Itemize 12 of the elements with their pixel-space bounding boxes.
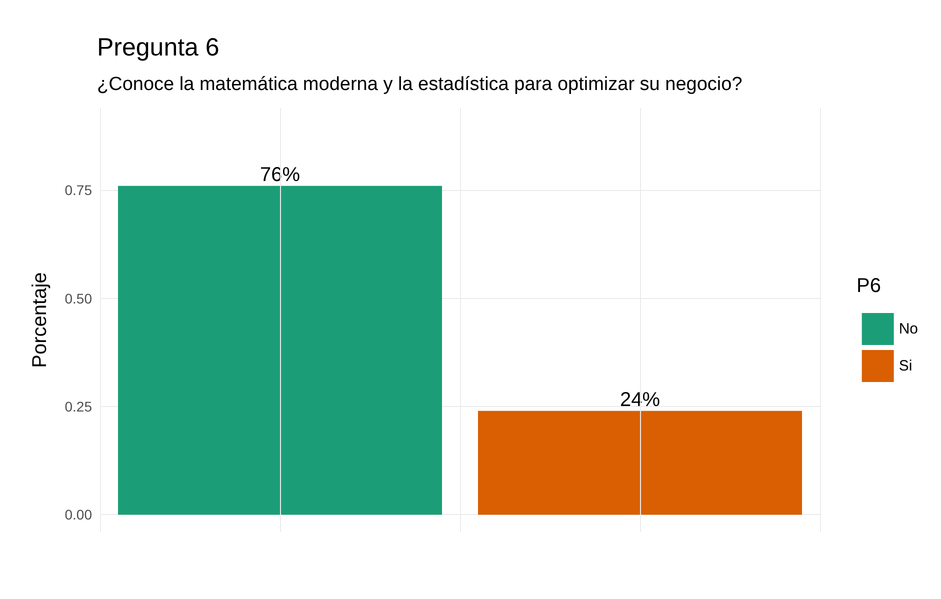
y-axis-title: Porcentaje: [29, 272, 51, 368]
data-label: 24%: [620, 388, 660, 411]
y-tick-label: 0.50: [64, 290, 92, 306]
chart-subtitle: ¿Conoce la matemática moderna y la estadística para optimizar su negocio?: [97, 74, 742, 95]
data-label: 76%: [260, 164, 300, 186]
y-tick-label: 0.75: [64, 182, 92, 198]
y-tick-label: 0.00: [64, 506, 92, 523]
chart-title: Pregunta 6: [97, 34, 220, 62]
legend-title: P6: [856, 275, 882, 297]
legend-label: No: [898, 320, 918, 338]
y-tick-label: 0.25: [64, 398, 92, 415]
legend-label: Si: [898, 358, 912, 374]
